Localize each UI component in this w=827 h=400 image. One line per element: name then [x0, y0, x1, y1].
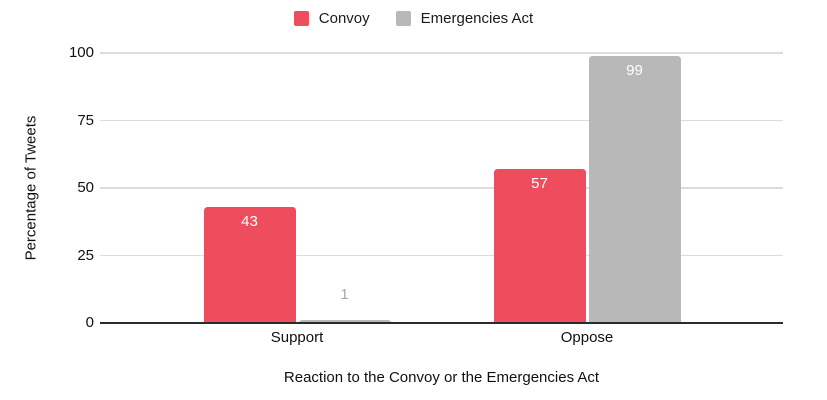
x-axis-line — [100, 322, 783, 324]
category-label-support: Support — [270, 329, 324, 346]
legend-label-convoy: Convoy — [318, 10, 370, 27]
gridline-75 — [100, 119, 783, 122]
plot-area: 43 1 57 99 — [100, 52, 783, 324]
legend-swatch-emergencies-act — [395, 11, 411, 26]
legend-label-emergencies-act: Emergencies Act — [420, 10, 534, 27]
y-tick-100: 100 — [68, 44, 94, 61]
bar-value-emergencies-act-support: 1 — [340, 286, 349, 303]
bar-convoy-oppose — [493, 169, 586, 323]
bar-value-convoy-support: 43 — [241, 213, 258, 230]
bar-convoy-support — [203, 207, 296, 323]
y-tick-50: 50 — [77, 179, 94, 196]
y-tick-0: 0 — [85, 314, 94, 331]
gridline-25 — [100, 254, 783, 257]
legend-swatch-convoy — [293, 11, 309, 26]
legend-item-convoy: Convoy — [293, 10, 370, 27]
x-axis-title: Reaction to the Convoy or the Emergencie… — [283, 369, 600, 386]
category-label-oppose: Oppose — [560, 329, 614, 346]
gridline-100 — [100, 52, 783, 54]
chart-legend: Convoy Emergencies Act — [0, 10, 827, 27]
bar-emergencies-act-oppose — [588, 56, 681, 323]
bar-value-emergencies-act-oppose: 99 — [626, 62, 643, 79]
gridline-50 — [100, 187, 783, 189]
y-tick-25: 25 — [77, 246, 94, 264]
bar-value-convoy-oppose: 57 — [531, 175, 548, 192]
bar-emergencies-act-support — [298, 320, 391, 323]
legend-item-emergencies-act: Emergencies Act — [395, 10, 534, 27]
y-tick-75: 75 — [77, 111, 94, 129]
